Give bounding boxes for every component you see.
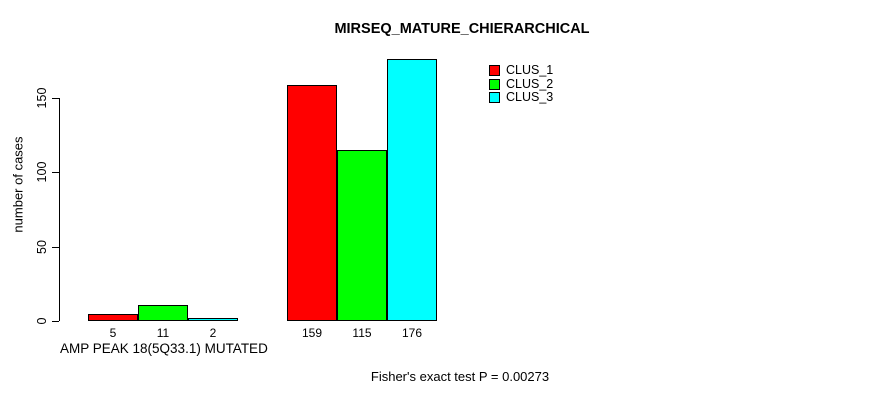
y-tick-label: 50 bbox=[35, 239, 49, 254]
legend-item: CLUS_1 bbox=[489, 63, 554, 78]
legend-label: CLUS_1 bbox=[506, 63, 554, 77]
bar-clus_1-group2 bbox=[287, 85, 337, 321]
bar-clus_2-group1 bbox=[138, 305, 188, 321]
y-tick bbox=[52, 98, 59, 99]
bar-clus_2-group2 bbox=[337, 150, 387, 321]
bar-value-label: 176 bbox=[401, 326, 423, 340]
y-tick bbox=[52, 246, 59, 248]
bar-value-label: 159 bbox=[301, 326, 323, 340]
legend-swatch-clus_1 bbox=[489, 65, 500, 77]
bar-clus_3-group2 bbox=[387, 59, 437, 321]
chart-title: MIRSEQ_MATURE_CHIERARCHICAL bbox=[334, 21, 590, 37]
y-axis bbox=[59, 98, 60, 321]
x-category-label: AMP PEAK 18(5Q33.1) MUTATED bbox=[60, 341, 268, 356]
legend: CLUS_1 CLUS_2 CLUS_3 bbox=[489, 63, 554, 105]
y-tick bbox=[52, 172, 59, 174]
y-tick-label: 150 bbox=[35, 87, 49, 109]
bar-clus_1-group1 bbox=[88, 314, 138, 321]
y-tick-label: 100 bbox=[35, 161, 49, 183]
legend-item: CLUS_3 bbox=[489, 90, 554, 105]
legend-swatch-clus_2 bbox=[489, 78, 500, 90]
y-axis-label: number of cases bbox=[10, 136, 26, 233]
bar-value-label: 11 bbox=[156, 326, 170, 340]
legend-swatch-clus_3 bbox=[489, 92, 500, 104]
legend-label: CLUS_2 bbox=[506, 76, 554, 91]
bar-value-label: 2 bbox=[209, 326, 217, 340]
bar-value-label: 5 bbox=[109, 326, 117, 340]
y-tick bbox=[52, 321, 59, 322]
legend-label: CLUS_3 bbox=[506, 90, 554, 104]
bar-clus_3-group1 bbox=[188, 318, 238, 321]
y-tick-label: 0 bbox=[35, 317, 49, 325]
annotation-text: Fisher's exact test P = 0.00273 bbox=[370, 369, 550, 384]
bar-value-label: 115 bbox=[352, 326, 372, 340]
legend-item: CLUS_2 bbox=[489, 76, 554, 92]
